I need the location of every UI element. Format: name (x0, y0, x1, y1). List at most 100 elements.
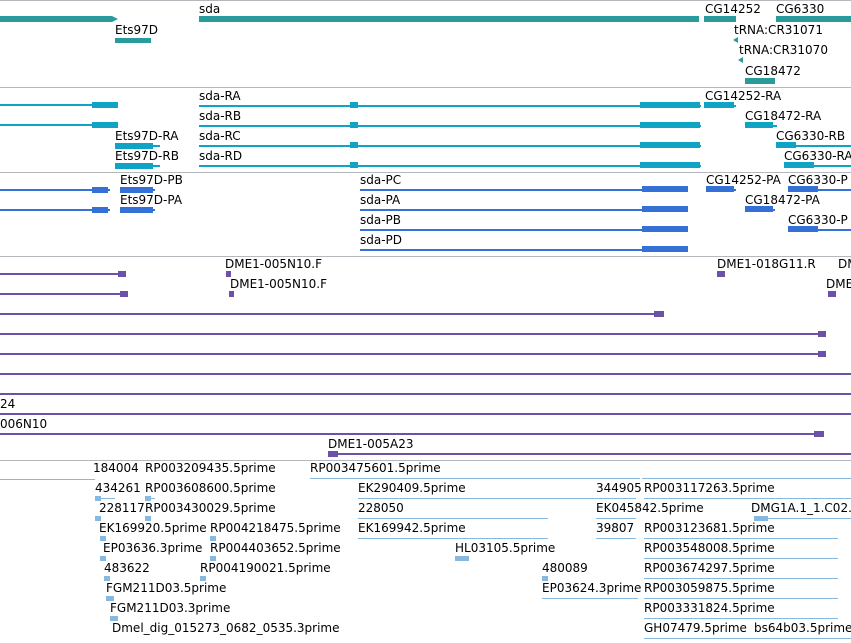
est-label[interactable]: RP004190021.5prime (200, 561, 331, 575)
transcript-line[interactable] (199, 145, 701, 147)
est-label[interactable]: EP03636.3prime (103, 541, 203, 555)
est-label[interactable]: HL03105.5prime (455, 541, 556, 555)
protein-line[interactable] (0, 209, 110, 211)
clone-line[interactable] (0, 333, 826, 335)
est-label[interactable]: 434261 (95, 481, 141, 495)
gene-label[interactable]: sda (199, 2, 221, 16)
est-line[interactable] (358, 538, 548, 539)
est-line[interactable] (644, 538, 838, 539)
est-line[interactable] (644, 578, 838, 579)
transcript-line[interactable] (784, 165, 851, 167)
clone-label[interactable]: 006N10 (0, 417, 48, 431)
protein-label[interactable]: Ets97D-PB (120, 173, 183, 187)
est-label[interactable]: RP003123681.5prime (644, 521, 775, 535)
clone-line[interactable] (0, 433, 824, 435)
est-line[interactable] (596, 518, 636, 519)
gene-bar[interactable] (199, 16, 699, 22)
est-label[interactable]: EK169920.5prime (99, 521, 207, 535)
est-line[interactable] (644, 558, 838, 559)
est-label[interactable]: 228050 (358, 501, 404, 515)
transcript-line[interactable] (199, 165, 701, 167)
clone-line[interactable] (0, 313, 664, 315)
gene-label[interactable]: tRNA:CR31070 (739, 43, 828, 57)
transcript-line[interactable] (0, 104, 118, 106)
est-label[interactable]: RP003059875.5prime (644, 581, 775, 595)
clone-label[interactable]: DME1-018G11.R (717, 257, 816, 271)
protein-label[interactable]: sda-PC (360, 173, 402, 187)
gene-label[interactable]: CG18472 (745, 64, 801, 78)
clone-label[interactable]: DME (826, 277, 851, 291)
transcript-label[interactable]: CG6330-RA (784, 149, 851, 163)
transcript-label[interactable]: sda-RD (199, 149, 243, 163)
protein-line[interactable] (0, 189, 110, 191)
protein-line[interactable] (788, 189, 851, 191)
est-line[interactable] (644, 638, 851, 639)
protein-label[interactable]: Ets97D-PA (120, 193, 183, 207)
est-line[interactable] (642, 478, 851, 479)
est-label[interactable]: RP003608600.5prime (145, 481, 276, 495)
transcript-label[interactable]: sda-RA (199, 89, 241, 103)
gene-bar[interactable] (0, 16, 112, 22)
transcript-line[interactable] (199, 105, 701, 107)
protein-line[interactable] (788, 229, 851, 231)
clone-label[interactable]: 24 (0, 397, 16, 411)
protein-line[interactable] (360, 229, 688, 231)
est-label[interactable]: GH07479.5prime (644, 621, 747, 635)
clone-label[interactable]: DME1-005N10.F (230, 277, 328, 291)
est-label[interactable]: FGM211D03.3prime (110, 601, 231, 615)
clone-line[interactable] (0, 413, 851, 415)
gene-label[interactable]: CG6330 (776, 2, 825, 16)
est-label[interactable]: 344905 (596, 481, 642, 495)
clone-line[interactable] (0, 393, 851, 395)
transcript-label[interactable]: CG14252-RA (705, 89, 782, 103)
est-line[interactable] (358, 498, 628, 499)
transcript-label[interactable]: CG6330-RB (776, 129, 846, 143)
est-label[interactable]: Dmel_dig_015273_0682_0535.3prime (112, 621, 340, 635)
transcript-label[interactable]: CG18472-RA (745, 109, 822, 123)
clone-label[interactable]: DME1-005A23 (328, 437, 414, 451)
est-line[interactable] (0, 479, 95, 480)
est-label[interactable]: EK045842.5prime (596, 501, 704, 515)
gene-label[interactable]: Ets97D (115, 23, 159, 37)
est-line[interactable] (754, 518, 851, 519)
protein-label[interactable]: CG6330-P (788, 173, 848, 187)
est-label[interactable]: 228117 (99, 501, 145, 515)
gene-bar[interactable] (115, 38, 151, 43)
est-line[interactable] (95, 498, 115, 499)
protein-label[interactable]: CG18472-PA (745, 193, 820, 207)
est-line[interactable] (644, 618, 838, 619)
protein-line[interactable] (360, 209, 688, 211)
transcript-label[interactable]: Ets97D-RA (115, 129, 179, 143)
transcript-line[interactable] (776, 145, 851, 147)
est-label[interactable]: 39807 (596, 521, 635, 535)
est-label[interactable]: RP004403652.5prime (210, 541, 341, 555)
est-line[interactable] (542, 598, 638, 599)
clone-line[interactable] (0, 373, 851, 375)
transcript-label[interactable]: Ets97D-RB (115, 149, 179, 163)
est-label[interactable]: 480089 (542, 561, 588, 575)
est-label[interactable]: RP003674297.5prime (644, 561, 775, 575)
transcript-line[interactable] (0, 124, 118, 126)
est-label[interactable]: RP004218475.5prime (210, 521, 341, 535)
est-line[interactable] (644, 598, 838, 599)
clone-line[interactable] (0, 293, 128, 295)
est-line[interactable] (644, 498, 851, 499)
clone-line[interactable] (0, 273, 126, 275)
gene-label[interactable]: tRNA:CR31071 (734, 23, 823, 37)
est-label[interactable]: RP003209435.5prime (145, 461, 276, 475)
protein-label[interactable]: CG6330-P (788, 213, 848, 227)
est-line[interactable] (596, 498, 636, 499)
clone-line[interactable] (0, 353, 826, 355)
clone-label[interactable]: DM (838, 257, 851, 271)
protein-label[interactable]: CG14252-PA (706, 173, 781, 187)
est-label[interactable]: EK290409.5prime (358, 481, 466, 495)
protein-line[interactable] (360, 249, 688, 251)
protein-label[interactable]: sda-PB (360, 213, 402, 227)
est-label[interactable]: 184004 (93, 461, 139, 475)
transcript-label[interactable]: sda-RC (199, 129, 241, 143)
est-label[interactable]: EP03624.3prime (542, 581, 642, 595)
protein-label[interactable]: sda-PD (360, 233, 403, 247)
protein-line[interactable] (360, 189, 688, 191)
est-label[interactable]: 483622 (104, 561, 150, 575)
est-line[interactable] (358, 518, 548, 519)
